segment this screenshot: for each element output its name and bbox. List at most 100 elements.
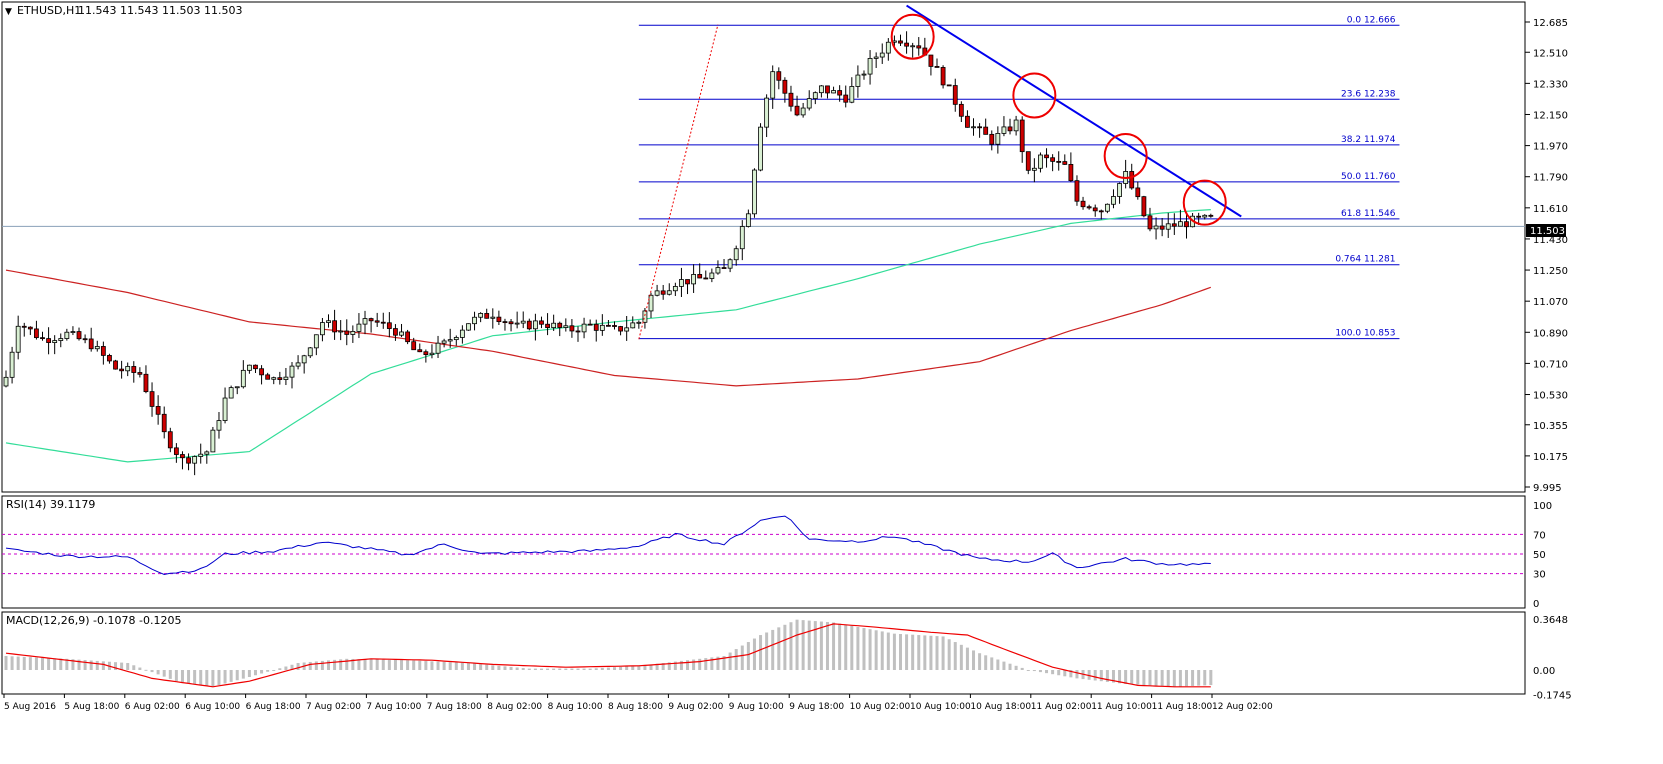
- bull-candle: [64, 331, 70, 339]
- bull-candle: [283, 376, 289, 380]
- macd-histogram-bar: [874, 630, 878, 670]
- macd-histogram-bar: [1099, 670, 1103, 682]
- bear-candle: [946, 84, 952, 87]
- bear-candle: [149, 391, 155, 407]
- macd-histogram-bar: [1014, 665, 1018, 670]
- macd-histogram-bar: [400, 660, 404, 670]
- macd-histogram-bar: [126, 663, 130, 670]
- time-axis-label: 10 Aug 18:00: [970, 702, 1031, 712]
- macd-histogram-bar: [947, 639, 951, 670]
- macd-histogram-bar: [600, 667, 604, 670]
- bear-candle: [1019, 119, 1025, 153]
- bear-candle: [989, 133, 995, 145]
- bull-candle: [441, 340, 447, 344]
- macd-histogram-bar: [138, 667, 142, 670]
- bear-candle: [259, 368, 264, 376]
- macd-panel[interactable]: [1, 611, 1526, 695]
- macd-histogram-bar: [613, 667, 616, 670]
- macd-histogram-bar: [704, 658, 708, 670]
- bear-candle: [137, 372, 143, 375]
- rsi-plot-layer: [2, 515, 1525, 576]
- bear-candle: [161, 413, 167, 433]
- time-axis-label: 7 Aug 10:00: [366, 702, 421, 712]
- rsi-axis-label: 30: [1533, 570, 1546, 581]
- price-axis-label: 11.430: [1533, 235, 1568, 246]
- macd-histogram-bar: [34, 657, 38, 670]
- bull-candle: [240, 369, 246, 388]
- bearish-trendline: [906, 4, 1242, 218]
- macd-histogram-bar: [838, 623, 842, 670]
- bull-candle: [295, 362, 301, 367]
- main-price-panel[interactable]: [1, 1, 1526, 493]
- bear-candle: [940, 67, 946, 86]
- macd-histogram-bar: [862, 628, 866, 670]
- bear-candle: [405, 331, 411, 343]
- bear-candle: [593, 323, 599, 331]
- bull-candle: [770, 71, 776, 99]
- price-axis-label: 10.355: [1533, 421, 1568, 432]
- macd-histogram-bar: [722, 656, 726, 670]
- macd-histogram-bar: [972, 650, 976, 670]
- bear-candle: [934, 66, 940, 68]
- macd-histogram-bar: [193, 670, 197, 684]
- macd-histogram-bar: [1130, 670, 1134, 685]
- macd-histogram-bar: [649, 664, 653, 670]
- macd-histogram-bar: [1136, 670, 1140, 685]
- bear-candle: [794, 105, 800, 116]
- macd-histogram-bar: [308, 661, 312, 670]
- macd-histogram-bar: [698, 658, 702, 670]
- rsi-panel[interactable]: [1, 495, 1526, 609]
- bear-candle: [1184, 221, 1189, 228]
- macd-histogram-bar: [759, 635, 763, 670]
- macd-histogram-bar: [941, 636, 945, 670]
- macd-histogram-bar: [503, 666, 507, 670]
- bull-candle: [624, 327, 630, 332]
- bull-candle: [739, 226, 745, 250]
- macd-histogram-bar: [734, 649, 738, 670]
- rsi-axis-label: 70: [1533, 530, 1546, 541]
- macd-histogram-bar: [868, 629, 872, 670]
- bull-candle: [666, 290, 672, 295]
- macd-histogram-bar: [406, 660, 410, 670]
- macd-histogram-bar: [515, 667, 519, 670]
- bull-candle: [204, 451, 210, 455]
- macd-histogram-bar: [856, 626, 860, 670]
- time-axis-label: 5 Aug 2016: [4, 702, 56, 712]
- bull-candle: [642, 310, 648, 323]
- macd-histogram-bar: [375, 659, 379, 670]
- chart-ohlc-label: 11.543 11.543 11.503 11.503: [78, 4, 242, 17]
- macd-histogram-bar: [59, 658, 63, 670]
- macd-histogram-bar: [1032, 670, 1036, 672]
- bull-candle: [727, 259, 733, 269]
- macd-axis-label: 0.00: [1533, 666, 1555, 677]
- bear-candle: [1080, 200, 1086, 208]
- bear-candle: [82, 338, 88, 341]
- bull-candle: [831, 90, 836, 94]
- macd-histogram-bar: [156, 670, 160, 675]
- bull-candle: [70, 331, 76, 333]
- bear-candle: [703, 277, 709, 280]
- macd-histogram-bar: [101, 661, 105, 670]
- macd-histogram-bar: [174, 670, 178, 682]
- bear-candle: [253, 364, 258, 370]
- price-axis-label: 12.150: [1533, 110, 1568, 121]
- macd-histogram-bar: [1142, 670, 1146, 686]
- bull-candle: [1111, 196, 1116, 205]
- macd-histogram-bar: [1008, 663, 1012, 670]
- price-axis-label: 11.070: [1533, 297, 1568, 308]
- macd-histogram-bar: [1038, 670, 1042, 673]
- time-axis-label: 11 Aug 02:00: [1031, 702, 1092, 712]
- macd-histogram-bar: [199, 670, 203, 685]
- price-axis-label: 10.710: [1533, 359, 1568, 370]
- macd-histogram-bar: [509, 666, 513, 670]
- bear-candle: [167, 431, 173, 449]
- chart-dropdown-icon[interactable]: ▼: [5, 7, 12, 17]
- bull-candle: [289, 365, 295, 378]
- macd-histogram-bar: [345, 658, 349, 670]
- bear-candle: [904, 42, 909, 47]
- macd-histogram-bar: [387, 659, 391, 670]
- bear-candle: [1044, 154, 1049, 159]
- macd-histogram-bar: [576, 668, 580, 670]
- macd-histogram-bar: [473, 663, 477, 670]
